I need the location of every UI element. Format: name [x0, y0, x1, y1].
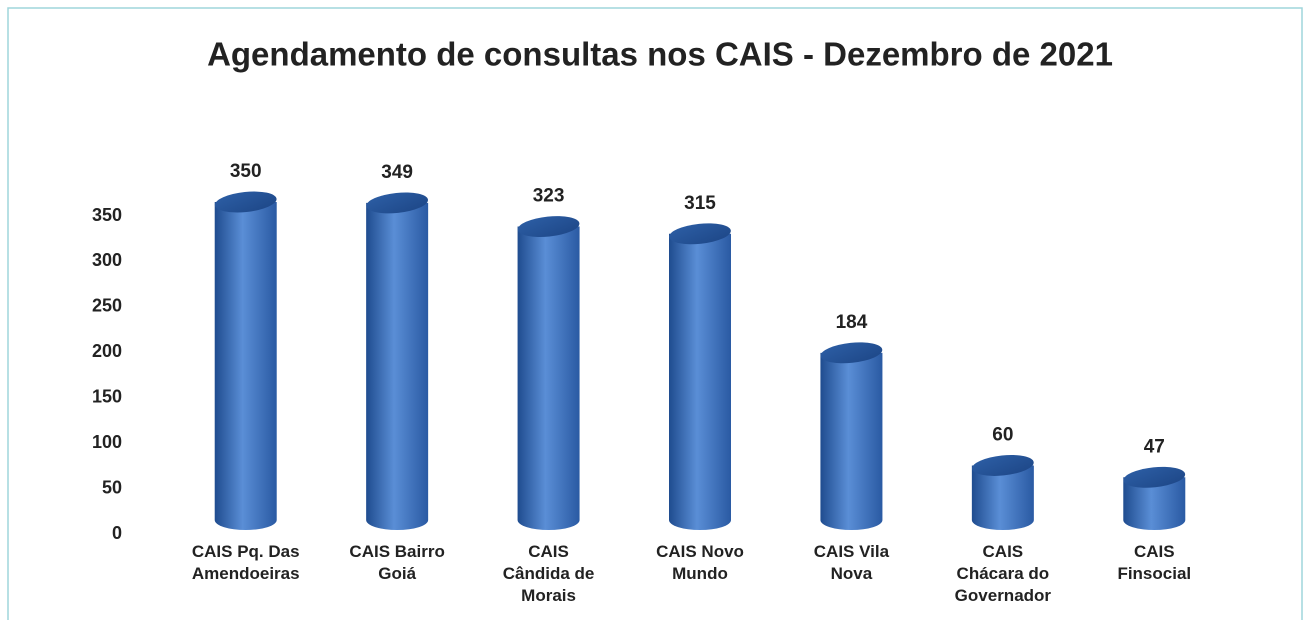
x-tick-label: CAIS Bairro Goiá [349, 542, 444, 583]
x-tick-label: CAIS Finsocial [1117, 542, 1191, 583]
y-tick-label: 250 [92, 296, 122, 316]
y-tick-label: 300 [92, 250, 122, 270]
value-label: 60 [992, 425, 1013, 446]
value-label: 350 [230, 161, 262, 182]
bar-top [214, 191, 277, 213]
x-tick-label: CAIS Vila Nova [814, 542, 890, 583]
bar-top [972, 455, 1034, 476]
x-tick-line: Goiá [378, 564, 416, 583]
bar-body [517, 226, 580, 530]
bar [971, 455, 1034, 530]
bar [669, 223, 731, 531]
x-tick-line: Finsocial [1117, 564, 1191, 583]
bar-top [366, 192, 428, 214]
value-label: 323 [533, 186, 565, 207]
bar-body [971, 465, 1034, 530]
bar-body [1123, 477, 1186, 530]
bar-body [669, 233, 731, 531]
x-tick-line: CAIS Vila [814, 542, 890, 561]
y-tick-label: 0 [112, 523, 122, 543]
bar [517, 216, 580, 530]
value-label: 47 [1144, 436, 1165, 457]
x-tick-line: CAIS Novo [656, 542, 744, 561]
value-label: 184 [836, 312, 868, 333]
bar-body [366, 202, 429, 530]
y-tick-label: 150 [92, 386, 122, 406]
x-tick-label: CAIS Chácara do Governador [955, 542, 1052, 605]
bar [214, 191, 277, 530]
y-tick-label: 50 [102, 477, 122, 497]
value-label: 315 [684, 193, 716, 214]
x-tick-line: Mundo [672, 564, 728, 583]
x-tick-line: CAIS [1134, 542, 1175, 561]
bar-top [1123, 466, 1186, 488]
bar [820, 342, 883, 530]
bar-body [214, 202, 277, 530]
x-tick-line: Amendoeiras [192, 564, 300, 583]
x-tick-line: Chácara do [957, 564, 1050, 583]
x-tick-line: Morais [521, 586, 576, 605]
x-tick-label: CAIS Cândida de Morais [503, 542, 595, 605]
x-tick-label: CAIS Pq. Das Amendoeiras [192, 542, 300, 583]
x-tick-line: CAIS [528, 542, 569, 561]
bar-top [820, 342, 883, 364]
x-tick-line: Governador [955, 586, 1052, 605]
bar [1123, 466, 1186, 530]
bar [366, 192, 429, 530]
x-tick-line: Nova [831, 564, 873, 583]
bar-top [669, 223, 731, 245]
x-tick-line: CAIS Pq. Das [192, 542, 300, 561]
y-tick-label: 100 [92, 432, 122, 452]
bar-body [820, 352, 883, 530]
x-tick-line: CAIS [983, 542, 1024, 561]
y-tick-label: 200 [92, 341, 122, 361]
x-tick-line: Cândida de [503, 564, 595, 583]
chart-title: Agendamento de consultas nos CAIS - Deze… [207, 36, 1113, 73]
frame [7, 7, 1303, 620]
value-label: 349 [381, 162, 413, 183]
x-tick-line: CAIS Bairro [349, 542, 444, 561]
y-tick-label: 350 [92, 205, 122, 225]
x-tick-label: CAIS Novo Mundo [656, 542, 744, 583]
bar-top [517, 216, 580, 237]
